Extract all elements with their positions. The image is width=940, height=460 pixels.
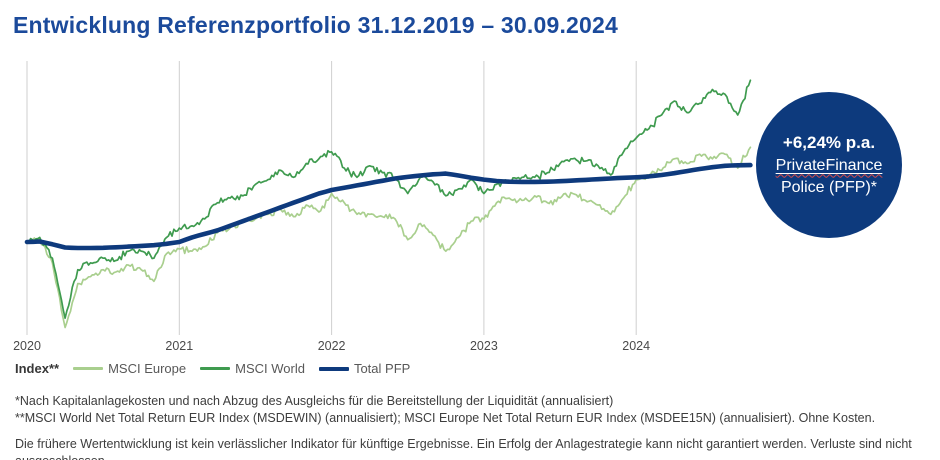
legend-items: MSCI Europe MSCI World Total PFP	[73, 361, 424, 376]
chart-legend: Index** MSCI Europe MSCI World Total PFP	[15, 361, 424, 376]
footnotes: *Nach Kapitalanlagekosten und nach Abzug…	[15, 393, 930, 460]
badge-product-line1: PrivateFinance	[775, 156, 883, 174]
legend-label: MSCI Europe	[108, 361, 187, 376]
legend-swatch	[318, 366, 349, 371]
chart-title: Entwicklung Referenzportfolio 31.12.2019…	[13, 12, 619, 38]
footnote-2: **MSCI World Net Total Return EUR Index …	[15, 410, 876, 425]
legend-item-msci-europe: MSCI Europe	[73, 361, 186, 376]
legend-label: MSCI World	[235, 361, 305, 376]
legend-item-total-pfp: Total PFP	[318, 361, 411, 376]
series-line-total-pfp	[24, 162, 753, 251]
badge-rate: +6,24% p.a.	[782, 133, 876, 153]
badge-product-line2: Police (PFP)*	[780, 178, 878, 196]
pfp-annotation-badge: +6,24% p.a. PrivateFinance Police (PFP)*	[756, 92, 902, 238]
disclaimer: Die frühere Wertentwicklung ist kein ver…	[15, 437, 912, 460]
legend-label: Total PFP	[353, 361, 411, 376]
x-axis-label-2023: 2023	[469, 339, 498, 353]
series-line-msci-world	[26, 79, 752, 320]
series-line-msci-europe	[26, 146, 752, 329]
legend-item-msci-world: MSCI World	[200, 361, 305, 376]
x-axis-label-2021: 2021	[165, 339, 194, 353]
footnote-1: *Nach Kapitalanlagekosten und nach Abzug…	[15, 394, 614, 408]
legend-swatch	[73, 367, 104, 370]
x-axis-label-2024: 2024	[622, 339, 651, 353]
x-axis-label-2022: 2022	[317, 339, 346, 353]
legend-prefix: Index**	[15, 361, 60, 376]
legend-swatch	[200, 367, 231, 370]
performance-chart	[24, 61, 753, 335]
x-axis-label-2020: 2020	[13, 339, 41, 353]
